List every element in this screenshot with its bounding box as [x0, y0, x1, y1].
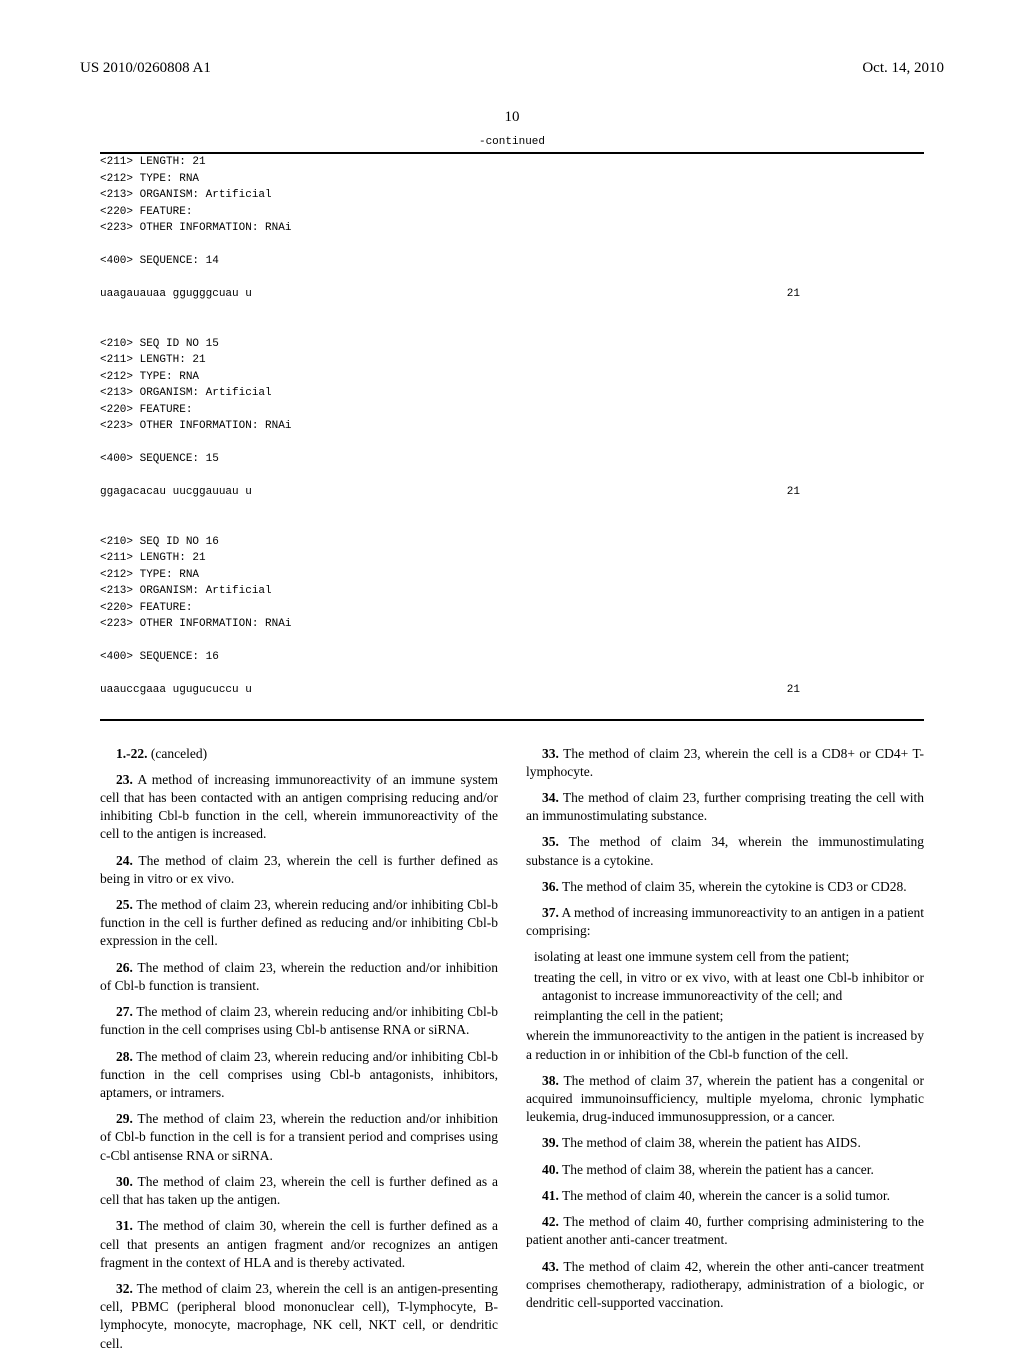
- page-header: US 2010/0260808 A1 Oct. 14, 2010: [80, 60, 944, 77]
- claim-25: 25. The method of claim 23, wherein redu…: [100, 896, 498, 951]
- seq-length: 21: [787, 484, 800, 501]
- seq-text: uaagauauaa ggugggcuau u: [100, 286, 252, 303]
- claims: 1.-22. (canceled) 23. A method of increa…: [80, 745, 944, 1353]
- claim-37-sub2: treating the cell, in vitro or ex vivo, …: [542, 969, 924, 1005]
- claim-35: 35. The method of claim 34, wherein the …: [526, 833, 924, 869]
- claim-42: 42. The method of claim 40, further comp…: [526, 1213, 924, 1249]
- seq-meta: <213> ORGANISM: Artificial: [100, 385, 924, 402]
- seq-bottom-rule: [100, 719, 924, 721]
- claim-29: 29. The method of claim 23, wherein the …: [100, 1110, 498, 1165]
- seq-header: <400> SEQUENCE: 15: [100, 451, 924, 468]
- continued-label: -continued: [80, 136, 944, 148]
- seq-meta: <212> TYPE: RNA: [100, 567, 924, 584]
- claim-36: 36. The method of claim 35, wherein the …: [526, 878, 924, 896]
- seq-meta: <223> OTHER INFORMATION: RNAi: [100, 220, 924, 237]
- claim-39: 39. The method of claim 38, wherein the …: [526, 1134, 924, 1152]
- seq-meta: <223> OTHER INFORMATION: RNAi: [100, 616, 924, 633]
- seq-text: ggagacacau uucggauuau u: [100, 484, 252, 501]
- seq-meta: <213> ORGANISM: Artificial: [100, 583, 924, 600]
- claim-23: 23. A method of increasing immunoreactiv…: [100, 771, 498, 844]
- seq-meta: <220> FEATURE:: [100, 402, 924, 419]
- seq-header: <400> SEQUENCE: 16: [100, 649, 924, 666]
- seq-meta: <213> ORGANISM: Artificial: [100, 187, 924, 204]
- seq-meta: <211> LENGTH: 21: [100, 550, 924, 567]
- claim-37: 37. A method of increasing immunoreactiv…: [526, 904, 924, 940]
- claim-32: 32. The method of claim 23, wherein the …: [100, 1280, 498, 1353]
- seq-header: <400> SEQUENCE: 14: [100, 253, 924, 270]
- seq-meta: <220> FEATURE:: [100, 600, 924, 617]
- seq-meta: <212> TYPE: RNA: [100, 369, 924, 386]
- claim-38: 38. The method of claim 37, wherein the …: [526, 1072, 924, 1127]
- claim-37-sub3: reimplanting the cell in the patient;: [542, 1007, 924, 1025]
- seq-line: uaauccgaaa ugugucuccu u 21: [100, 682, 800, 699]
- seq-line: ggagacacau uucggauuau u 21: [100, 484, 800, 501]
- seq-meta: <223> OTHER INFORMATION: RNAi: [100, 418, 924, 435]
- claim-34: 34. The method of claim 23, further comp…: [526, 789, 924, 825]
- page-number: 10: [80, 109, 944, 126]
- seq-length: 21: [787, 286, 800, 303]
- seq-length: 21: [787, 682, 800, 699]
- claim-24: 24. The method of claim 23, wherein the …: [100, 852, 498, 888]
- sequence-listing: <211> LENGTH: 21 <212> TYPE: RNA <213> O…: [100, 154, 924, 699]
- seq-line: uaagauauaa ggugggcuau u 21: [100, 286, 800, 303]
- claim-41: 41. The method of claim 40, wherein the …: [526, 1187, 924, 1205]
- seq-meta: <210> SEQ ID NO 16: [100, 534, 924, 551]
- claim-40: 40. The method of claim 38, wherein the …: [526, 1161, 924, 1179]
- doc-number: US 2010/0260808 A1: [80, 60, 211, 77]
- seq-meta: <211> LENGTH: 21: [100, 352, 924, 369]
- seq-meta: <211> LENGTH: 21: [100, 154, 924, 171]
- claim-37-wherein: wherein the immunoreactivity to the anti…: [526, 1027, 924, 1063]
- claim-37-sub1: isolating at least one immune system cel…: [542, 948, 924, 966]
- claim-27: 27. The method of claim 23, wherein redu…: [100, 1003, 498, 1039]
- seq-meta: <212> TYPE: RNA: [100, 171, 924, 188]
- seq-text: uaauccgaaa ugugucuccu u: [100, 682, 252, 699]
- claim-30: 30. The method of claim 23, wherein the …: [100, 1173, 498, 1209]
- claim-1-22: 1.-22. (canceled): [100, 745, 498, 763]
- claim-26: 26. The method of claim 23, wherein the …: [100, 959, 498, 995]
- claim-43: 43. The method of claim 42, wherein the …: [526, 1258, 924, 1313]
- claim-28: 28. The method of claim 23, wherein redu…: [100, 1048, 498, 1103]
- doc-date: Oct. 14, 2010: [862, 60, 944, 77]
- seq-meta: <220> FEATURE:: [100, 204, 924, 221]
- claim-33: 33. The method of claim 23, wherein the …: [526, 745, 924, 781]
- claim-31: 31. The method of claim 30, wherein the …: [100, 1217, 498, 1272]
- seq-meta: <210> SEQ ID NO 15: [100, 336, 924, 353]
